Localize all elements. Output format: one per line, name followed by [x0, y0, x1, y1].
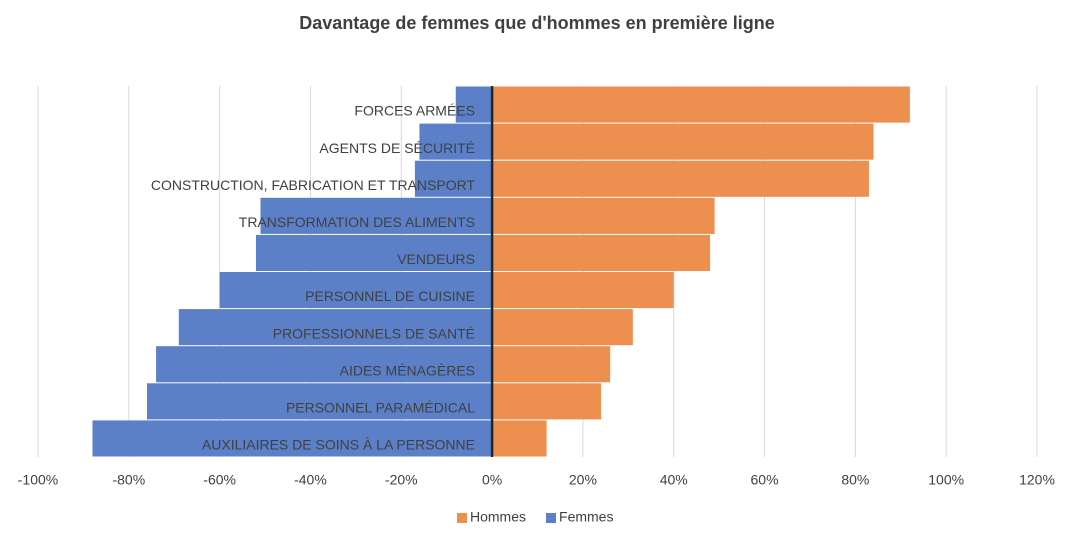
x-tick-label: 0%	[482, 472, 502, 488]
bar	[492, 197, 715, 234]
x-tick-label: -60%	[203, 472, 236, 488]
bar	[414, 160, 493, 197]
y-tick-label: PROFESSIONNELS DE SANTÉ	[273, 325, 475, 341]
y-tick-label: PERSONNEL PARAMÉDICAL	[286, 399, 475, 415]
bar	[146, 383, 493, 420]
x-tick-label: 40%	[660, 472, 688, 488]
bar	[492, 309, 633, 346]
bar	[492, 160, 869, 197]
x-tick-label: -100%	[18, 472, 58, 488]
x-tick-label: -80%	[112, 472, 145, 488]
bar	[255, 234, 493, 271]
x-tick-label: 60%	[751, 472, 779, 488]
bar	[492, 272, 674, 309]
y-tick-label: TRANSFORMATION DES ALIMENTS	[239, 214, 475, 230]
y-tick-label: CONSTRUCTION, FABRICATION ET TRANSPORT	[151, 177, 476, 193]
x-tick-label: 20%	[569, 472, 597, 488]
bar	[219, 272, 493, 309]
bar	[492, 123, 874, 160]
bar	[178, 309, 493, 346]
x-tick-label: -20%	[385, 472, 418, 488]
legend-swatch	[546, 513, 557, 523]
bar	[492, 346, 611, 383]
legend-label: Hommes	[470, 509, 526, 525]
chart-title: Davantage de femmes que d'hommes en prem…	[299, 13, 774, 33]
bar	[419, 123, 493, 160]
x-tick-label: 100%	[928, 472, 964, 488]
bar	[156, 346, 493, 383]
bar	[492, 383, 602, 420]
y-tick-label: VENDEURS	[397, 251, 475, 267]
y-tick-label: PERSONNEL DE CUISINE	[305, 288, 475, 304]
legend-label: Femmes	[559, 509, 613, 525]
bar	[455, 86, 493, 123]
x-tick-label: -40%	[294, 472, 327, 488]
y-tick-label: AGENTS DE SÉCURITÉ	[319, 140, 475, 156]
legend-swatch	[457, 513, 467, 523]
y-tick-label: FORCES ARMÉES	[354, 103, 475, 119]
bar	[492, 420, 547, 457]
bar	[492, 86, 910, 123]
x-tick-label: 80%	[841, 472, 869, 488]
bar	[260, 197, 493, 234]
y-tick-label: AIDES MÉNAGÈRES	[340, 362, 475, 378]
bar	[492, 234, 711, 271]
x-tick-label: 120%	[1019, 472, 1055, 488]
y-tick-label: AUXILIAIRES DE SOINS À LA PERSONNE	[202, 437, 475, 453]
bar	[92, 420, 493, 457]
